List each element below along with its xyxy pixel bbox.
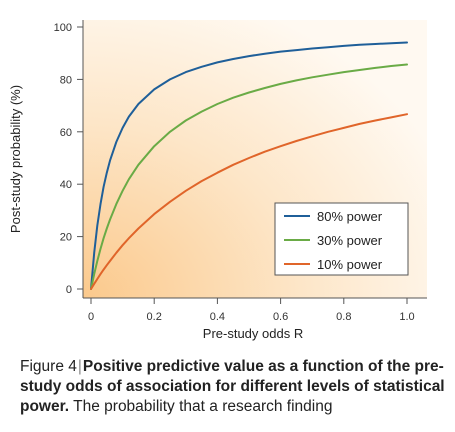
x-tick-label: 0.8 — [336, 311, 351, 323]
x-tick-label: 0.4 — [210, 311, 225, 323]
series-line-10-power — [90, 113, 408, 290]
x-axis-label: Pre-study odds R — [203, 326, 303, 341]
y-tick-label: 100 — [54, 22, 72, 34]
chart: 0 20 40 60 80 100 0 0.2 0.4 0.6 0.8 1.0 Post-study… — [8, 20, 427, 341]
x-tick-label: 1.0 — [399, 311, 414, 323]
caption-separator: | — [77, 358, 82, 375]
y-tick-label: 0 — [66, 284, 72, 296]
figure-label: Figure 4 — [20, 358, 77, 375]
figure-caption: Figure 4|Positive predictive value as a … — [20, 357, 445, 417]
legend-label-10-power: 10% power — [317, 257, 383, 272]
series-line-30-power — [90, 63, 408, 290]
series-line-80-power — [90, 41, 408, 290]
x-tick-label: 0.6 — [273, 311, 288, 323]
y-tick-label: 60 — [60, 127, 72, 139]
y-tick-label: 40 — [60, 179, 72, 191]
x-tick-label: 0 — [88, 311, 94, 323]
caption-text: The probability that a research finding — [73, 398, 333, 415]
legend-label-80-power: 80% power — [317, 209, 383, 224]
y-tick-label: 80 — [60, 74, 72, 86]
x-tick-label: 0.2 — [147, 311, 162, 323]
y-tick-label: 20 — [60, 232, 72, 244]
legend: 80% power 30% power 10% power — [274, 202, 409, 276]
caption-title: Positive predictive value as a function … — [20, 358, 445, 415]
y-axis-label: Post-study probability (%) — [8, 85, 23, 233]
legend-label-30-power: 30% power — [317, 233, 383, 248]
